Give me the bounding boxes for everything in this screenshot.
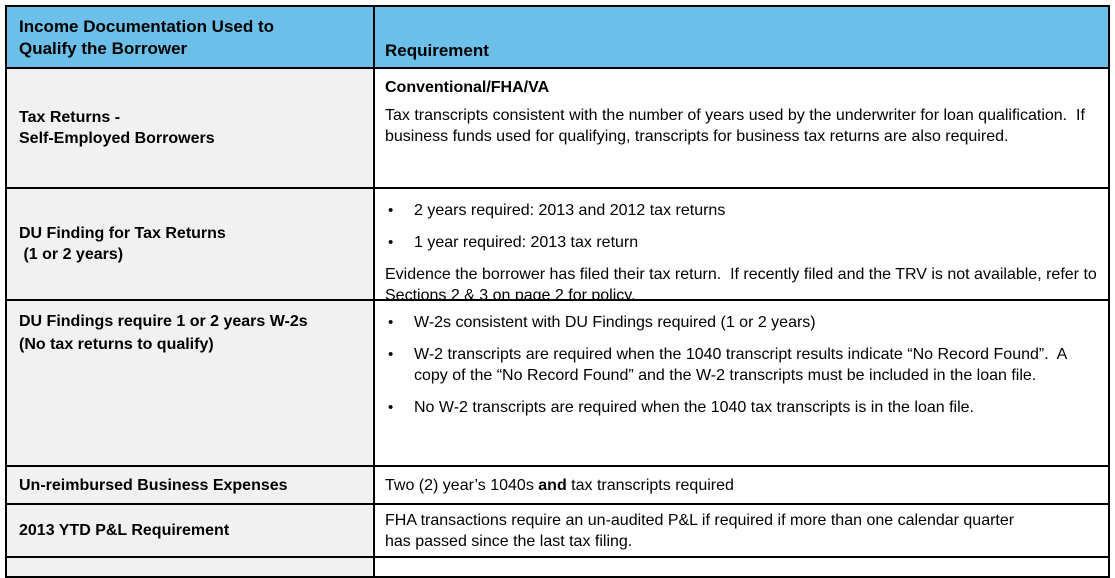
requirement-cell: Two (2) year’s 1040s and tax transcripts…: [375, 467, 1108, 503]
requirement-text-pre: Two (2) year’s 1040s: [385, 476, 539, 494]
requirement-cell: FHA transactions require an un-audited P…: [375, 505, 1108, 556]
bullet-icon: •: [388, 314, 394, 331]
table-row-du-finding-tax-returns: DU Finding for Tax Returns (1 or 2 years…: [7, 187, 1108, 304]
row-label-line1: DU Findings require 1 or 2 years W-2s: [19, 313, 308, 330]
bullet-item: • 1 year required: 2013 tax return: [385, 232, 1098, 253]
requirement-text: Evidence the borrower has filed their ta…: [385, 266, 1102, 304]
table-row-tax-returns-self-employed: Tax Returns - Self-Employed Borrowers Co…: [7, 67, 1108, 187]
bullet-icon: •: [388, 202, 394, 219]
requirement-cell: • 2 years required: 2013 and 2012 tax re…: [375, 189, 1108, 304]
row-label-cell: Tax Returns - Self-Employed Borrowers: [7, 69, 375, 187]
bullet-text: 1 year required: 2013 tax return: [414, 234, 639, 251]
bullet-item: • No W-2 transcripts are required when t…: [385, 397, 1098, 418]
bullet-text: W-2 transcripts are required when the 10…: [414, 346, 1071, 384]
requirement-text-post: tax transcripts required: [566, 476, 734, 494]
requirement-text: Tax transcripts consistent with the numb…: [385, 107, 1090, 145]
bullet-item: • 2 years required: 2013 and 2012 tax re…: [385, 200, 1098, 221]
requirement-text: Two (2) year’s 1040s and tax transcripts…: [385, 475, 1098, 496]
requirement-text-bold: and: [538, 476, 567, 494]
table-row-du-findings-w2s: DU Findings require 1 or 2 years W-2s (N…: [7, 299, 1108, 465]
requirement-cell: • W-2s consistent with DU Findings requi…: [375, 301, 1108, 465]
header-cell-requirement: Requirement: [375, 7, 1108, 67]
row-label-line1: Un-reimbursed Business Expenses: [19, 476, 288, 494]
row-label-cell: 2013 YTD P&L Requirement: [7, 505, 375, 556]
bullet-text: W-2s consistent with DU Findings require…: [414, 314, 816, 331]
row-label-cell: DU Findings require 1 or 2 years W-2s (N…: [7, 301, 375, 465]
requirement-text: FHA transactions require an un-audited P…: [385, 511, 1019, 550]
table-row-2013-ytd-pl: 2013 YTD P&L Requirement FHA transaction…: [7, 503, 1108, 556]
income-documentation-table: Income Documentation Used to Qualify the…: [5, 5, 1110, 578]
header-requirement-label: Requirement: [385, 41, 489, 60]
row-label-cell: [7, 558, 375, 576]
header-income-doc-line1: Income Documentation Used to: [19, 17, 275, 36]
bullet-icon: •: [388, 399, 394, 416]
table-header-row: Income Documentation Used to Qualify the…: [7, 7, 1108, 67]
row-label-cell: DU Finding for Tax Returns (1 or 2 years…: [7, 189, 375, 299]
row-label-line1: Tax Returns -: [19, 109, 121, 126]
row-label-line1: DU Finding for Tax Returns: [19, 225, 226, 242]
header-cell-income-documentation: Income Documentation Used to Qualify the…: [7, 7, 375, 67]
bullet-text: No W-2 transcripts are required when the…: [414, 399, 974, 416]
row-label-line1: 2013 YTD P&L Requirement: [19, 522, 230, 539]
row-label-line2: Self-Employed Borrowers: [19, 130, 215, 147]
header-income-doc-line2: Qualify the Borrower: [19, 39, 188, 58]
requirement-heading: Conventional/FHA/VA: [385, 79, 550, 96]
row-label-cell: Un-reimbursed Business Expenses: [7, 467, 375, 503]
row-label-line2: (1 or 2 years): [19, 246, 124, 263]
bullet-icon: •: [388, 346, 394, 363]
table-row-unreimbursed-expenses: Un-reimbursed Business Expenses Two (2) …: [7, 465, 1108, 503]
bullet-text: 2 years required: 2013 and 2012 tax retu…: [414, 202, 726, 219]
bullet-item: • W-2 transcripts are required when the …: [385, 344, 1098, 386]
bullet-icon: •: [388, 234, 394, 251]
row-label-line2: (No tax returns to qualify): [19, 336, 214, 353]
table-row-partial: [7, 556, 1108, 576]
requirement-cell: Conventional/FHA/VA Tax transcripts cons…: [375, 69, 1108, 187]
bullet-item: • W-2s consistent with DU Findings requi…: [385, 312, 1098, 333]
requirement-cell: [375, 558, 1108, 576]
